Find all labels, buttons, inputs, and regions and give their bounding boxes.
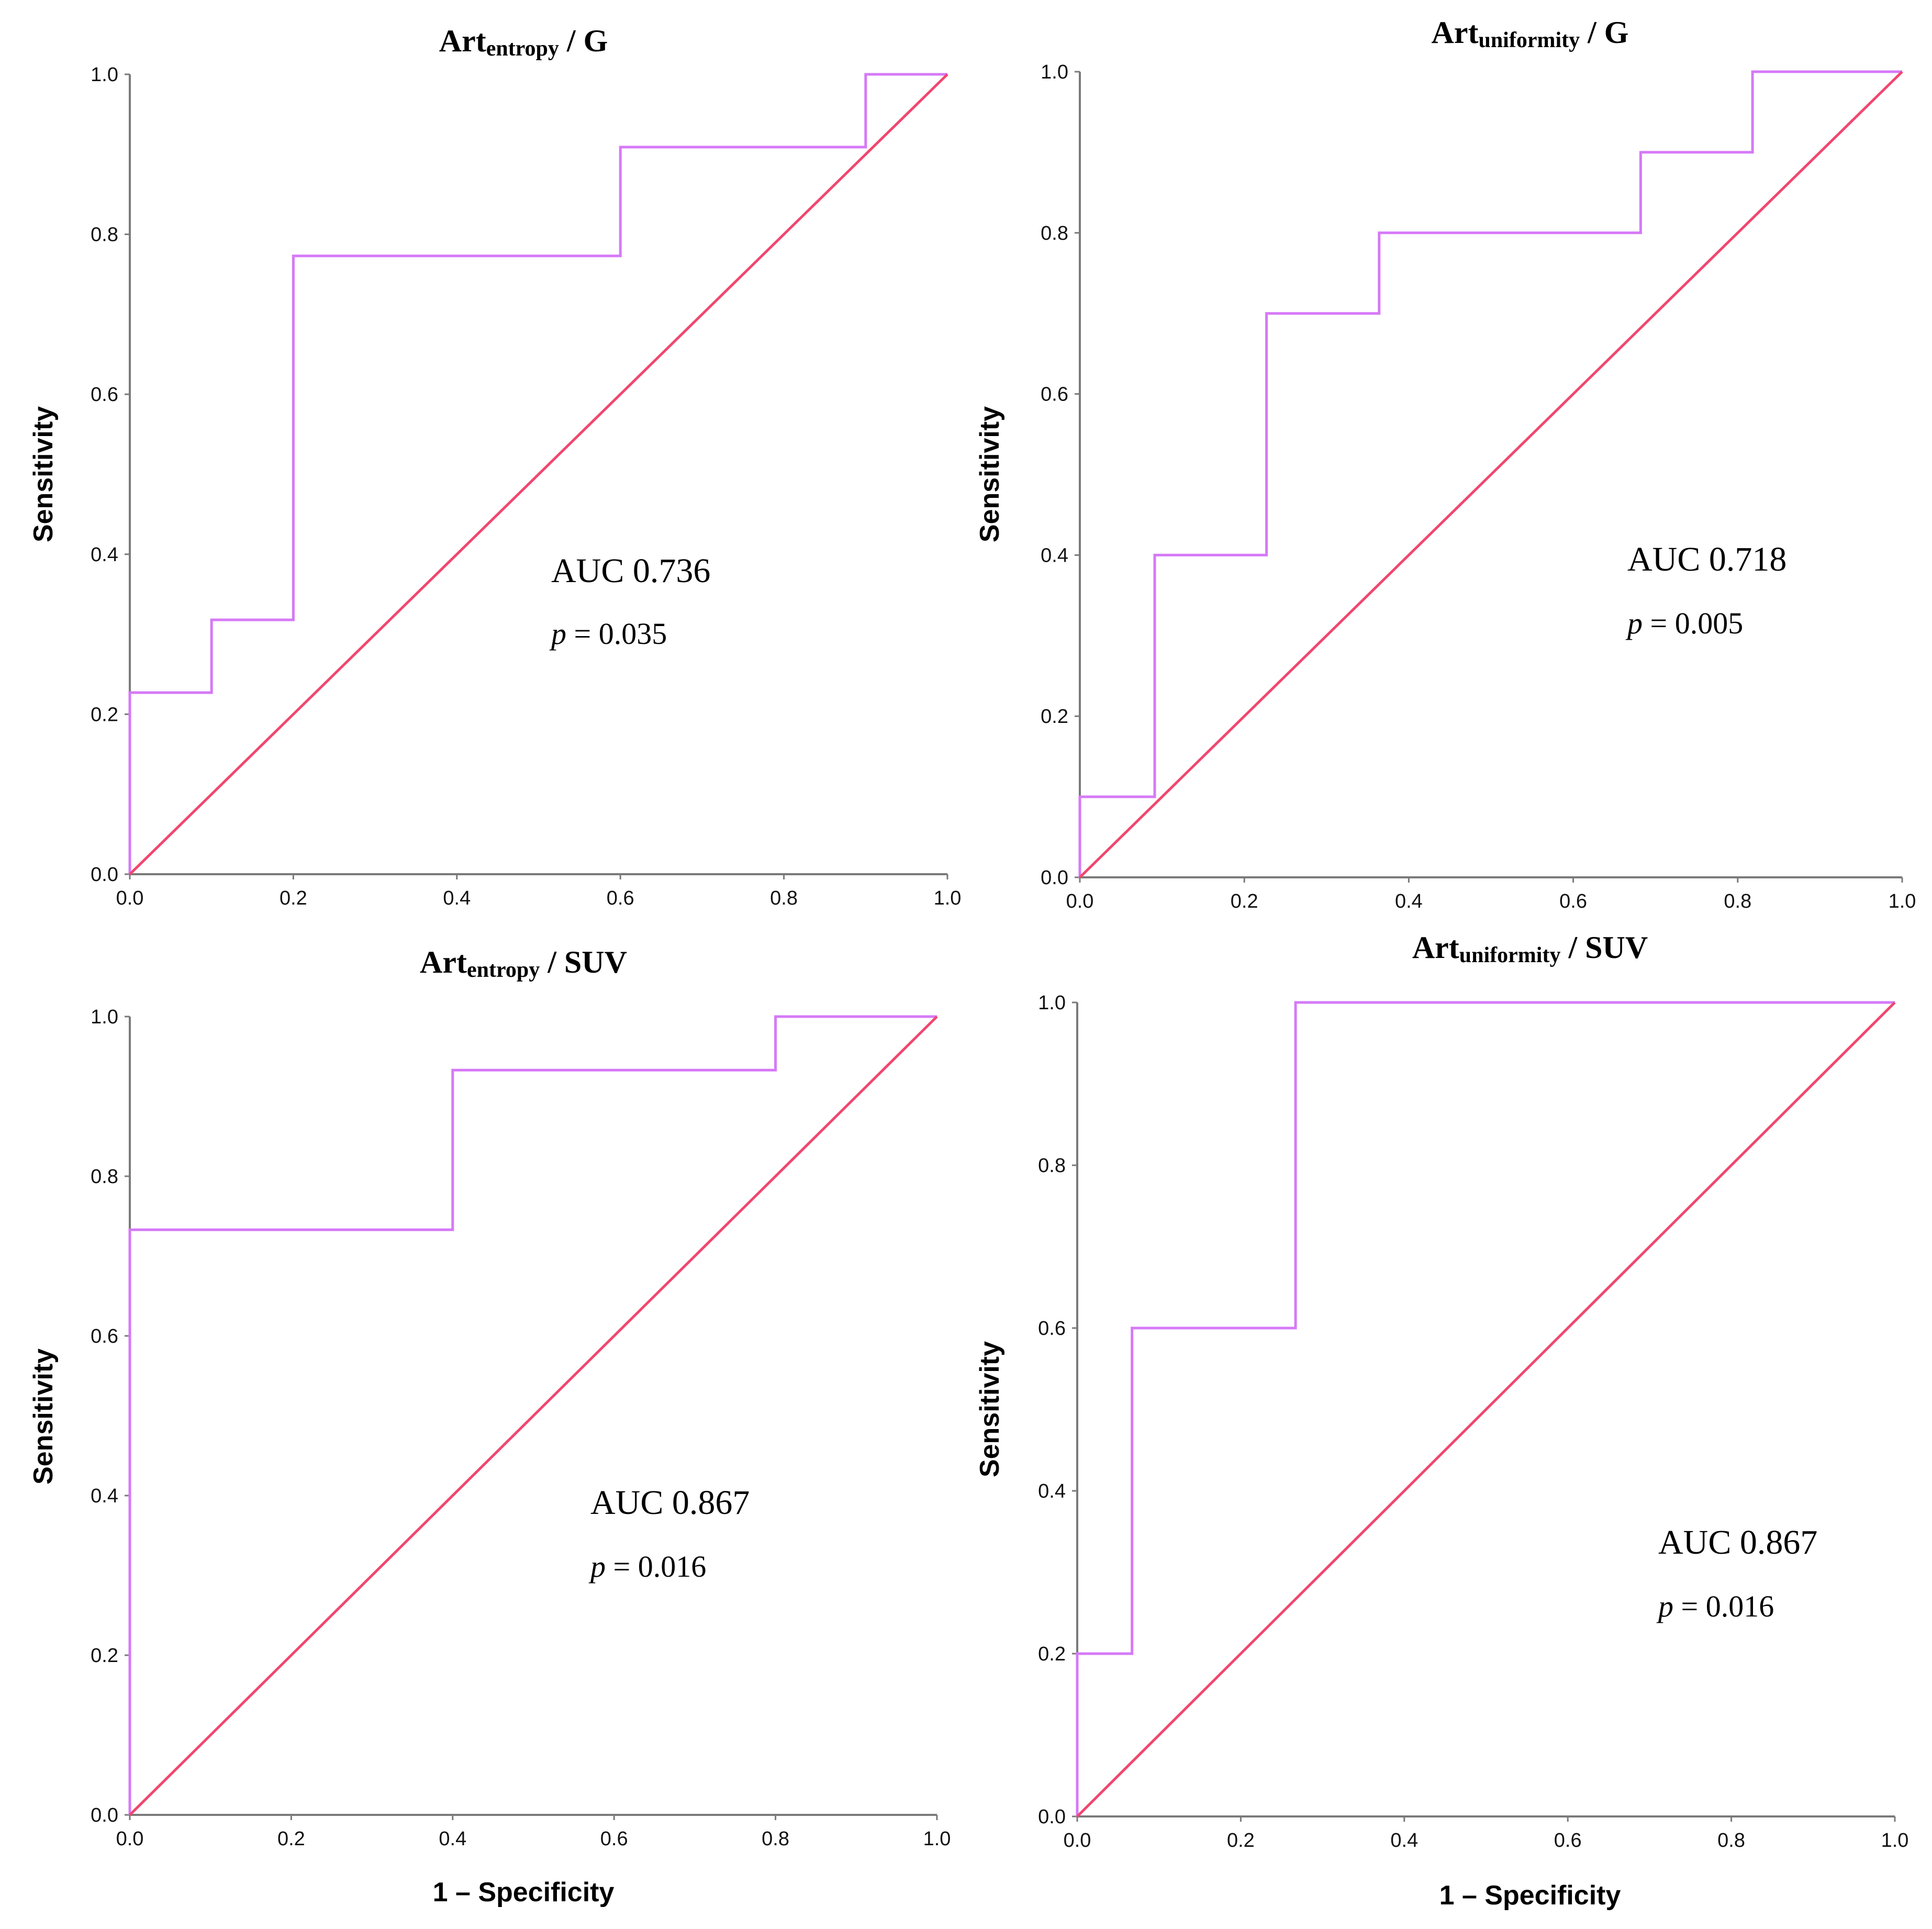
panel-title: Artuniformity / SUV xyxy=(1412,930,1648,967)
p-value-annotation: p = 0.035 xyxy=(549,617,667,651)
auc-annotation: AUC 0.718 xyxy=(1627,540,1786,578)
x-tick-label: 0.4 xyxy=(1390,1830,1418,1852)
y-axis-title: Sensitivity xyxy=(28,1348,59,1485)
y-tick-label: 0.6 xyxy=(1041,384,1068,406)
roc-curve xyxy=(128,1015,937,1815)
x-tick-label: 1.0 xyxy=(1881,1830,1909,1852)
x-tick-label: 0.2 xyxy=(1227,1830,1255,1852)
y-tick-label: 0.0 xyxy=(1038,1806,1066,1828)
p-value-annotation: p = 0.016 xyxy=(1656,1589,1774,1623)
x-tick-label: 0.6 xyxy=(607,887,634,909)
x-tick-label: 0.6 xyxy=(1559,890,1587,912)
y-tick-label: 0.2 xyxy=(1041,706,1068,728)
x-tick-label: 0.6 xyxy=(1554,1830,1582,1852)
roc-curve xyxy=(1076,1001,1895,1816)
y-tick-label: 0.8 xyxy=(1041,222,1068,244)
roc-panel-1: 0.0 0.2 0.4 0.6 0.8 1.0 0.0 0.2 0.4 0.6 0.8 1.0 Arte… xyxy=(28,24,961,909)
y-tick-label: 1.0 xyxy=(91,64,118,86)
x-axis-title: 1 – Specificity xyxy=(433,1877,615,1908)
x-tick-label: 0.6 xyxy=(600,1828,628,1850)
x-tick-label: 1.0 xyxy=(1889,890,1916,912)
auc-annotation: AUC 0.867 xyxy=(1658,1523,1817,1562)
p-value-annotation: p = 0.016 xyxy=(588,1549,706,1584)
reference-diagonal-line xyxy=(1076,1001,1896,1818)
y-tick-label: 0.0 xyxy=(91,1804,118,1826)
x-tick-label: 0.4 xyxy=(1395,890,1423,912)
reference-diagonal-line xyxy=(1079,71,1903,878)
y-tick-label: 0.2 xyxy=(91,704,118,726)
x-tick-label: 0.8 xyxy=(1717,1830,1745,1852)
y-tick-label: 1.0 xyxy=(1041,61,1068,83)
roc-panel-3: 0.0 0.2 0.4 0.6 0.8 1.0 0.0 0.2 0.4 0.6 0.8 1.0 Arte… xyxy=(28,945,951,1908)
y-tick-label: 0.2 xyxy=(1038,1643,1066,1665)
y-tick-label: 0.2 xyxy=(91,1645,118,1667)
auc-annotation: AUC 0.736 xyxy=(551,552,710,590)
panel-title: Artentropy / G xyxy=(439,24,608,61)
y-axis-title: Sensitivity xyxy=(975,406,1005,542)
x-tick-label: 0.2 xyxy=(1231,890,1258,912)
y-tick-label: 0.4 xyxy=(1038,1480,1066,1502)
roc-panel-4: 0.0 0.2 0.4 0.6 0.8 1.0 0.0 0.2 0.4 0.6 0.8 1.0 Artu… xyxy=(975,930,1908,1911)
y-tick-label: 0.0 xyxy=(91,864,118,886)
y-tick-label: 0.8 xyxy=(91,1166,118,1188)
p-value-annotation: p = 0.005 xyxy=(1625,606,1743,640)
y-tick-label: 0.6 xyxy=(1038,1318,1066,1340)
y-tick-label: 1.0 xyxy=(1038,992,1066,1014)
y-tick-label: 0.8 xyxy=(1038,1155,1066,1177)
reference-diagonal-line xyxy=(129,1016,938,1816)
x-tick-label: 0.8 xyxy=(1724,890,1751,912)
y-tick-label: 0.6 xyxy=(91,384,118,406)
panel-title: Artentropy / SUV xyxy=(420,945,627,982)
reference-diagonal-line xyxy=(129,73,948,875)
x-tick-label: 0.0 xyxy=(116,1828,144,1850)
y-tick-label: 0.4 xyxy=(91,1485,118,1507)
x-axis-title: 1 – Specificity xyxy=(1439,1880,1621,1911)
x-tick-label: 0.0 xyxy=(116,887,144,909)
roc-curve xyxy=(1078,70,1902,877)
roc-panel-2: 0.0 0.2 0.4 0.6 0.8 1.0 0.0 0.2 0.4 0.6 0.8 1.0 Artu… xyxy=(975,15,1916,912)
y-tick-label: 0.6 xyxy=(91,1325,118,1347)
x-tick-label: 1.0 xyxy=(923,1828,951,1850)
y-tick-label: 0.4 xyxy=(1041,544,1068,566)
x-tick-label: 1.0 xyxy=(934,887,962,909)
x-tick-label: 0.2 xyxy=(280,887,307,909)
y-axis-title: Sensitivity xyxy=(975,1341,1005,1477)
x-tick-label: 0.4 xyxy=(443,887,471,909)
x-tick-label: 0.4 xyxy=(439,1828,466,1850)
x-tick-label: 0.8 xyxy=(770,887,798,909)
x-tick-label: 0.0 xyxy=(1066,890,1094,912)
panel-title: Artuniformity / G xyxy=(1432,15,1629,52)
y-axis-title: Sensitivity xyxy=(28,406,59,542)
auc-annotation: AUC 0.867 xyxy=(590,1484,750,1522)
y-tick-label: 1.0 xyxy=(91,1006,118,1028)
y-tick-label: 0.4 xyxy=(91,544,118,566)
roc-curve xyxy=(128,73,947,874)
x-tick-label: 0.8 xyxy=(762,1828,789,1850)
x-tick-label: 0.0 xyxy=(1064,1830,1091,1852)
x-tick-label: 0.2 xyxy=(277,1828,305,1850)
y-tick-label: 0.0 xyxy=(1041,867,1068,889)
y-tick-label: 0.8 xyxy=(91,224,118,246)
